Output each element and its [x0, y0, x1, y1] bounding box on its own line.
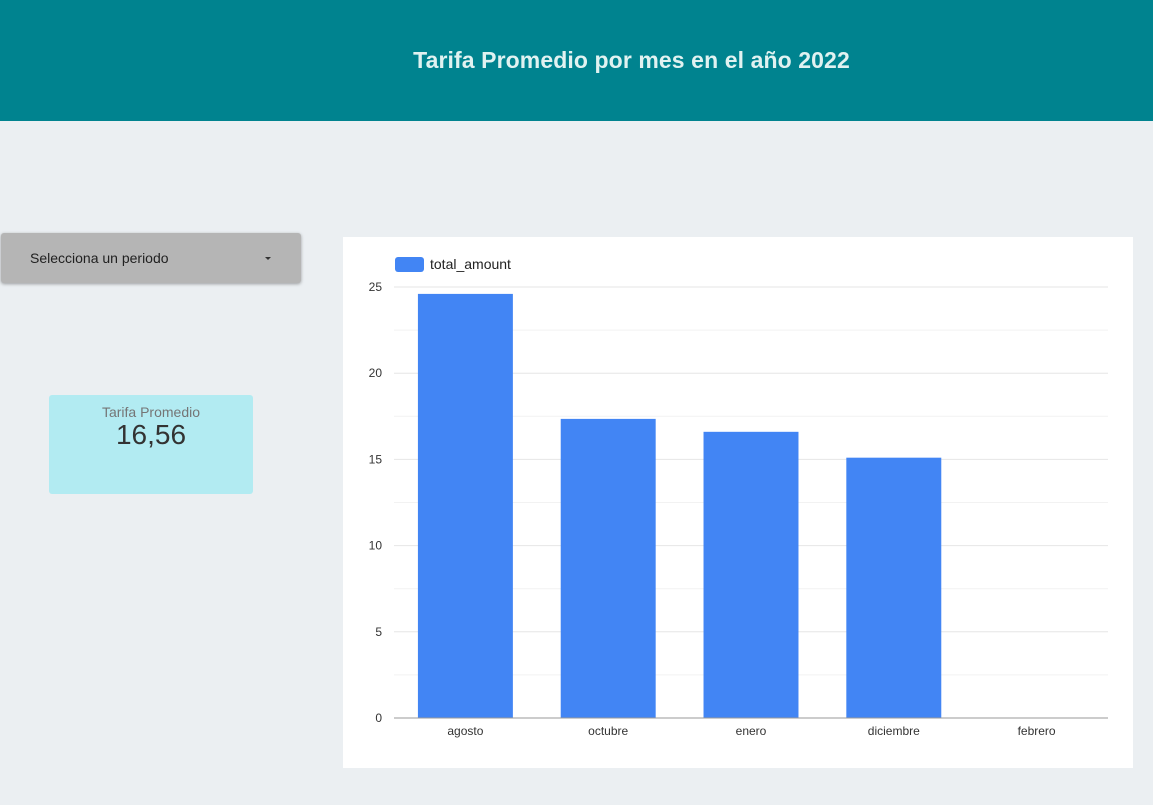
y-tick-label: 10 — [369, 539, 383, 553]
bar-diciembre[interactable] — [846, 457, 942, 718]
legend-swatch — [395, 256, 424, 272]
header-bar: Tarifa Promedio por mes en el año 2022 — [0, 0, 1153, 121]
period-dropdown[interactable]: Selecciona un periodo — [1, 233, 301, 283]
bar-chart: 0 5 10 15 20 25 agosto octubre enero diciembre feb… — [369, 280, 1108, 738]
y-tick-label: 15 — [369, 452, 383, 466]
x-tick-label: diciembre — [868, 724, 920, 738]
x-tick-label: enero — [736, 724, 767, 738]
x-tick-label: octubre — [588, 724, 628, 738]
caret-down-icon — [265, 256, 271, 260]
chart-legend[interactable]: total_amount — [395, 256, 511, 272]
kpi-value: 16,56 — [115, 419, 187, 450]
y-tick-label: 25 — [369, 280, 383, 294]
page-title: Tarifa Promedio por mes en el año 2022 — [413, 47, 850, 73]
x-tick-label: febrero — [1018, 724, 1056, 738]
kpi-label: Tarifa Promedio — [101, 404, 201, 420]
y-tick-label: 0 — [375, 711, 382, 725]
y-tick-label: 5 — [375, 625, 382, 639]
bar-agosto[interactable] — [417, 293, 513, 718]
bar-chart-card: 0 5 10 15 20 25 agosto octubre enero diciembre feb… — [343, 237, 1133, 768]
x-tick-label: agosto — [447, 724, 483, 738]
bar-enero[interactable] — [703, 431, 799, 718]
y-tick-label: 20 — [369, 366, 383, 380]
bar-octubre[interactable] — [560, 418, 656, 718]
kpi-card: Tarifa Promedio 16,56 — [49, 395, 253, 494]
legend-label: total_amount — [430, 256, 511, 272]
period-dropdown-label: Selecciona un periodo — [30, 250, 169, 266]
